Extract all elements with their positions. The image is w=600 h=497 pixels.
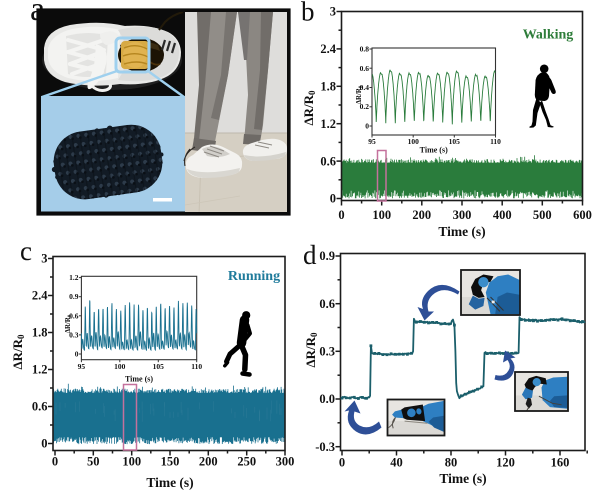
- svg-text:1.8: 1.8: [320, 80, 336, 94]
- svg-text:-0.3: -0.3: [315, 440, 335, 454]
- svg-text:Time (s): Time (s): [420, 146, 448, 155]
- svg-text:3: 3: [330, 5, 336, 19]
- svg-text:d: d: [303, 240, 317, 270]
- svg-text:Walking: Walking: [523, 28, 574, 43]
- svg-text:95: 95: [78, 362, 86, 371]
- svg-text:Time (s): Time (s): [438, 224, 485, 239]
- svg-text:ΔR/R0: ΔR/R0: [10, 334, 26, 370]
- svg-text:400: 400: [493, 208, 512, 222]
- svg-text:0: 0: [338, 208, 344, 222]
- svg-text:0.6: 0.6: [319, 297, 335, 311]
- svg-text:Time (s): Time (s): [439, 471, 486, 486]
- svg-text:95: 95: [368, 137, 376, 146]
- svg-text:300: 300: [276, 455, 295, 469]
- svg-text:250: 250: [237, 455, 256, 469]
- svg-text:0.6: 0.6: [69, 311, 79, 320]
- svg-text:2.4: 2.4: [320, 42, 336, 56]
- svg-text:200: 200: [412, 208, 431, 222]
- svg-text:0: 0: [330, 192, 336, 206]
- svg-text:1.8: 1.8: [32, 326, 48, 340]
- svg-text:1.2: 1.2: [320, 117, 336, 131]
- svg-text:300: 300: [453, 208, 472, 222]
- svg-text:0.6: 0.6: [360, 64, 370, 73]
- svg-text:0.3: 0.3: [69, 330, 79, 339]
- svg-text:160: 160: [551, 456, 570, 470]
- svg-text:50: 50: [87, 455, 100, 469]
- svg-text:500: 500: [533, 208, 552, 222]
- svg-text:Running: Running: [228, 269, 280, 284]
- svg-text:3: 3: [41, 252, 47, 266]
- svg-text:0.4: 0.4: [360, 83, 370, 92]
- svg-text:ΔR/R0: ΔR/R0: [301, 90, 317, 126]
- svg-text:0.2: 0.2: [360, 102, 370, 111]
- svg-text:100: 100: [408, 137, 420, 146]
- svg-text:0: 0: [52, 455, 58, 469]
- svg-text:1.2: 1.2: [69, 273, 79, 282]
- svg-text:1.2: 1.2: [32, 363, 48, 377]
- svg-text:0: 0: [365, 122, 369, 131]
- svg-text:0: 0: [339, 456, 345, 470]
- svg-text:0: 0: [75, 350, 79, 359]
- svg-text:0.9: 0.9: [69, 292, 79, 301]
- svg-text:150: 150: [161, 455, 180, 469]
- svg-text:0.6: 0.6: [32, 400, 48, 414]
- svg-text:Time (s): Time (s): [146, 475, 193, 490]
- svg-text:100: 100: [114, 362, 126, 371]
- svg-text:200: 200: [199, 455, 218, 469]
- svg-text:ΔR/R0: ΔR/R0: [303, 332, 319, 368]
- svg-text:c: c: [20, 236, 32, 266]
- svg-text:110: 110: [191, 362, 202, 371]
- svg-text:40: 40: [390, 456, 403, 470]
- svg-text:110: 110: [490, 137, 501, 146]
- svg-text:ΔR/R0: ΔR/R0: [65, 314, 73, 333]
- svg-text:100: 100: [372, 208, 391, 222]
- svg-text:0.6: 0.6: [320, 154, 336, 168]
- svg-text:ΔR/R0: ΔR/R0: [356, 85, 364, 104]
- svg-text:600: 600: [573, 208, 592, 222]
- svg-text:105: 105: [449, 137, 461, 146]
- svg-text:80: 80: [445, 456, 458, 470]
- svg-text:120: 120: [496, 456, 515, 470]
- svg-text:0: 0: [41, 437, 47, 451]
- svg-text:0.8: 0.8: [360, 45, 370, 54]
- svg-text:105: 105: [153, 362, 165, 371]
- svg-text:Time (s): Time (s): [125, 375, 153, 384]
- svg-text:0.9: 0.9: [319, 249, 335, 263]
- svg-text:0.0: 0.0: [319, 392, 335, 406]
- svg-text:2.4: 2.4: [32, 289, 48, 303]
- svg-text:0.3: 0.3: [319, 345, 335, 359]
- svg-text:100: 100: [122, 455, 141, 469]
- svg-text:b: b: [301, 0, 315, 27]
